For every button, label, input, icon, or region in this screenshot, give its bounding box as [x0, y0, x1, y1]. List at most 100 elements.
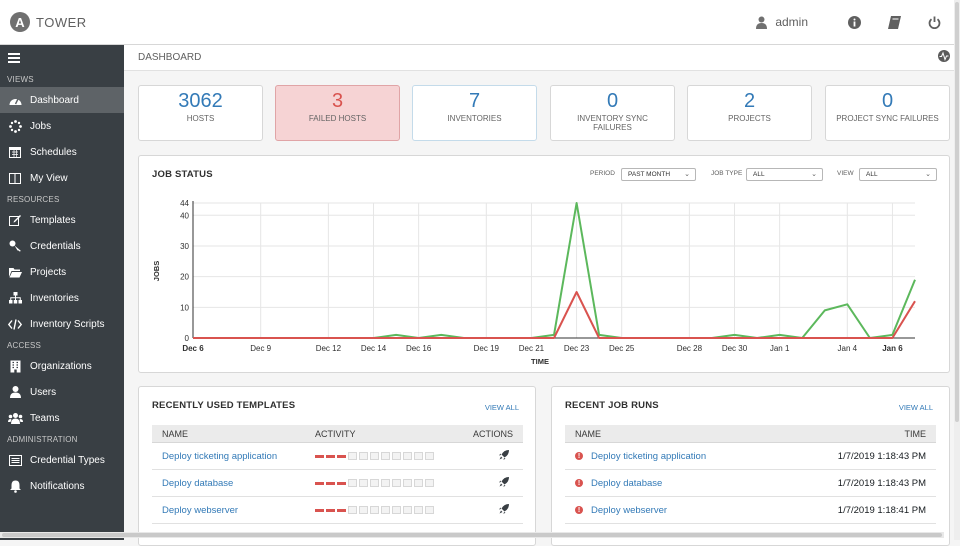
card-inventories[interactable]: 7 INVENTORIES [412, 85, 537, 141]
calendar-icon [7, 144, 23, 160]
empty-job-slot[interactable] [425, 479, 434, 487]
documentation-button[interactable] [874, 15, 914, 29]
sidebar-item-users[interactable]: Users [0, 379, 124, 405]
view-select[interactable]: ALL ⌄ [859, 168, 937, 181]
sidebar-item-credentials[interactable]: Credentials [0, 233, 124, 259]
launch-button[interactable] [450, 476, 523, 490]
period-value: PAST MONTH [628, 171, 671, 178]
col-name[interactable]: NAME [162, 428, 189, 439]
sidebar-item-credential-types[interactable]: Credential Types [0, 447, 124, 473]
x-tick-label: Jan 4 [838, 344, 858, 353]
sidebar-item-templates[interactable]: Templates [0, 207, 124, 233]
job-status-title: JOB STATUS [152, 169, 213, 180]
sidebar-item-inventories[interactable]: Inventories [0, 285, 124, 311]
user-menu[interactable]: admin [756, 15, 808, 29]
x-tick-label: Dec 25 [609, 344, 635, 353]
empty-job-slot[interactable] [370, 452, 379, 460]
scrollbar-thumb[interactable] [2, 533, 942, 537]
period-select[interactable]: PAST MONTH ⌄ [621, 168, 696, 181]
empty-job-slot[interactable] [381, 506, 390, 514]
job-name-link[interactable]: Deploy database [591, 477, 663, 489]
activity-sparkline[interactable] [315, 452, 450, 460]
empty-job-slot[interactable] [359, 506, 368, 514]
scrollbar-thumb[interactable] [955, 2, 959, 422]
activity-stream-button[interactable] [938, 50, 950, 65]
breadcrumb: DASHBOARD [124, 45, 960, 71]
activity-sparkline[interactable] [315, 506, 450, 514]
sidebar-item-label: Templates [30, 214, 76, 226]
empty-job-slot[interactable] [370, 506, 379, 514]
launch-button[interactable] [450, 503, 523, 517]
failed-job-bar[interactable] [315, 509, 324, 512]
card-project-sync-failures[interactable]: 0 PROJECT SYNC FAILURES [825, 85, 950, 141]
card-failed-hosts[interactable]: 3 FAILED HOSTS [275, 85, 400, 141]
empty-job-slot[interactable] [403, 506, 412, 514]
template-name-link[interactable]: Deploy ticketing application [162, 450, 278, 462]
sidebar-item-label: Inventories [30, 292, 79, 304]
card-hosts[interactable]: 3062 HOSTS [138, 85, 263, 141]
col-name[interactable]: NAME [575, 428, 602, 439]
job-runs-view-all-link[interactable]: VIEW ALL [898, 403, 933, 412]
sidebar-item-notifications[interactable]: Notifications [0, 473, 124, 499]
failed-job-bar[interactable] [315, 482, 324, 485]
x-tick-label: Dec 6 [182, 344, 204, 353]
sidebar-item-jobs[interactable]: Jobs [0, 113, 124, 139]
empty-job-slot[interactable] [348, 479, 357, 487]
vertical-scrollbar[interactable] [954, 0, 960, 540]
col-time[interactable]: TIME [904, 428, 927, 439]
empty-job-slot[interactable] [370, 479, 379, 487]
failed-job-bar[interactable] [326, 509, 335, 512]
launch-button[interactable] [450, 449, 523, 463]
failed-job-bar[interactable] [315, 455, 324, 458]
about-button[interactable] [834, 15, 874, 29]
empty-job-slot[interactable] [414, 452, 423, 460]
sidebar-item-schedules[interactable]: Schedules [0, 139, 124, 165]
sidebar-toggle[interactable] [0, 45, 124, 71]
sidebar-item-inventory-scripts[interactable]: Inventory Scripts [0, 311, 124, 337]
empty-job-slot[interactable] [414, 506, 423, 514]
failed-jobs-line [193, 291, 916, 339]
count-cards: 3062 HOSTS 3 FAILED HOSTS 7 INVENTORIES … [138, 85, 950, 141]
job-type-select[interactable]: ALL ⌄ [746, 168, 823, 181]
empty-job-slot[interactable] [392, 479, 401, 487]
empty-job-slot[interactable] [392, 506, 401, 514]
empty-job-slot[interactable] [381, 452, 390, 460]
template-name-link[interactable]: Deploy webserver [162, 504, 239, 516]
card-number: 3 [331, 90, 344, 112]
tachometer-icon [7, 92, 23, 108]
failed-job-bar[interactable] [337, 455, 346, 458]
failed-job-bar[interactable] [326, 482, 335, 485]
templates-view-all-link[interactable]: VIEW ALL [484, 403, 519, 412]
sidebar-item-my-view[interactable]: My View [0, 165, 124, 191]
empty-job-slot[interactable] [359, 479, 368, 487]
empty-job-slot[interactable] [425, 452, 434, 460]
sidebar-item-teams[interactable]: Teams [0, 405, 124, 431]
logout-button[interactable] [914, 16, 954, 29]
empty-job-slot[interactable] [359, 452, 368, 460]
horizontal-scrollbar[interactable] [0, 532, 944, 538]
template-name-link[interactable]: Deploy database [162, 477, 234, 489]
empty-job-slot[interactable] [414, 479, 423, 487]
empty-job-slot[interactable] [403, 479, 412, 487]
failed-job-bar[interactable] [337, 509, 346, 512]
username: admin [775, 15, 808, 29]
job-name-link[interactable]: Deploy ticketing application [591, 450, 707, 462]
failed-job-bar[interactable] [337, 482, 346, 485]
empty-job-slot[interactable] [403, 452, 412, 460]
x-tick-label: Dec 21 [519, 344, 545, 353]
empty-job-slot[interactable] [348, 452, 357, 460]
sidebar-item-organizations[interactable]: Organizations [0, 353, 124, 379]
sidebar-item-projects[interactable]: Projects [0, 259, 124, 285]
failed-job-bar[interactable] [326, 455, 335, 458]
empty-job-slot[interactable] [392, 452, 401, 460]
empty-job-slot[interactable] [381, 479, 390, 487]
card-projects[interactable]: 2 PROJECTS [687, 85, 812, 141]
activity-sparkline[interactable] [315, 479, 450, 487]
brand-logo[interactable]: A TOWER [10, 12, 87, 32]
card-inventory-sync-failures[interactable]: 0 INVENTORY SYNC FAILURES [550, 85, 675, 141]
empty-job-slot[interactable] [425, 506, 434, 514]
job-name-link[interactable]: Deploy webserver [591, 504, 668, 516]
sidebar-item-dashboard[interactable]: Dashboard [0, 87, 124, 113]
empty-job-slot[interactable] [348, 506, 357, 514]
x-tick-label: Dec 16 [406, 344, 432, 353]
